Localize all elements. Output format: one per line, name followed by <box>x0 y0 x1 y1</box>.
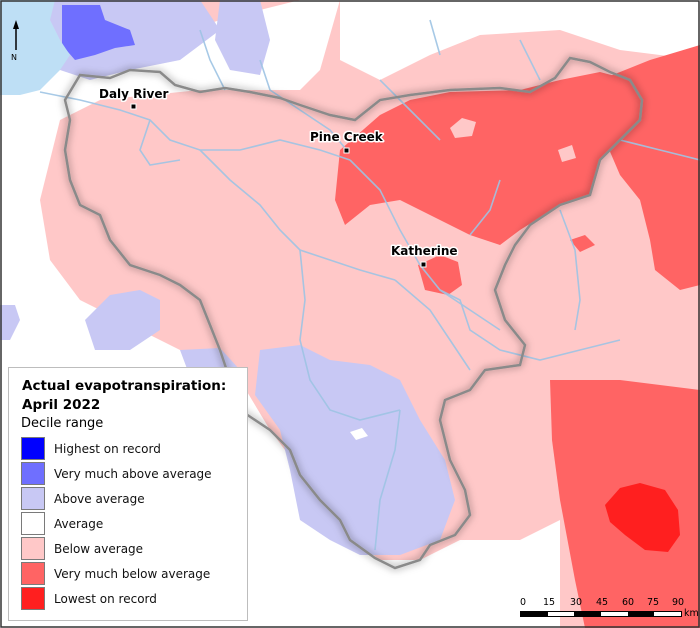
legend-title-line1: Actual evapotranspiration: <box>22 378 227 394</box>
scale-tick: 60 <box>621 597 635 608</box>
town-marker-daly-river <box>130 103 137 110</box>
above-average-edge <box>0 305 20 340</box>
town-daly-river[interactable]: Daly River <box>98 86 170 110</box>
legend-label: Above average <box>54 491 145 506</box>
scale-tick: 90 <box>671 597 685 608</box>
legend-item-below: Below average <box>21 536 237 561</box>
river-network <box>39 19 700 551</box>
legend-items: Highest on record Very much above averag… <box>21 436 237 611</box>
north-arrow-icon: N <box>11 20 19 62</box>
legend-label: Very much above average <box>54 466 212 481</box>
scale-tick: 30 <box>569 597 583 608</box>
legend-label: Lowest on record <box>54 591 157 606</box>
legend-swatch <box>21 512 45 535</box>
legend-subtitle: Decile range <box>21 416 104 431</box>
legend-item-average: Average <box>21 511 237 536</box>
above-average-south <box>255 345 455 555</box>
legend-title-line2: April 2022 <box>22 397 101 413</box>
scale-bar-segments <box>520 611 682 617</box>
town-marker-pine-creek <box>343 147 350 154</box>
town-marker-katherine <box>420 261 427 268</box>
town-pine-creek[interactable]: Pine Creek <box>309 129 385 154</box>
legend-swatch <box>21 437 45 460</box>
above-average-west <box>85 290 160 350</box>
map-legend: Actual evapotranspiration: April 2022 De… <box>8 367 248 621</box>
sea-water <box>0 0 70 95</box>
scale-tick: 75 <box>646 597 660 608</box>
town-label-pine-creek: Pine Creek <box>310 130 384 144</box>
scale-tick: 15 <box>542 597 556 608</box>
legend-label: Very much below average <box>54 566 211 581</box>
legend-swatch <box>21 587 45 610</box>
scale-tick: 0 <box>519 597 527 608</box>
legend-item-highest: Highest on record <box>21 436 237 461</box>
legend-swatch <box>21 462 45 485</box>
town-katherine[interactable]: Katherine <box>390 243 459 268</box>
above-average-north-east <box>215 0 270 75</box>
north-arrow-label: N <box>11 53 17 62</box>
very-much-below-average-north <box>335 72 640 245</box>
legend-label: Average <box>54 516 104 531</box>
town-label-daly-river: Daly River <box>99 87 168 101</box>
patch-2 <box>558 145 576 162</box>
patch-3 <box>350 428 368 440</box>
very-much-below-average-small <box>570 235 595 252</box>
legend-swatch <box>21 487 45 510</box>
very-much-below-average-east <box>600 45 700 290</box>
scale-bar: 0 15 30 45 60 75 90 km <box>520 597 700 625</box>
legend-item-above: Above average <box>21 486 237 511</box>
lowest-on-record <box>605 483 680 552</box>
legend-item-lowest: Lowest on record <box>21 586 237 611</box>
scale-unit: km <box>684 608 699 619</box>
legend-swatch <box>21 562 45 585</box>
catchment-boundary <box>63 56 644 570</box>
legend-item-very-much-above: Very much above average <box>21 461 237 486</box>
scale-tick: 45 <box>595 597 609 608</box>
very-much-below-average-katherine <box>418 255 462 295</box>
legend-swatch <box>21 537 45 560</box>
scale-ticks: 0 15 30 45 60 75 90 <box>520 597 700 609</box>
very-much-above-average <box>62 5 135 60</box>
legend-label: Below average <box>54 541 144 556</box>
patch-1 <box>450 118 476 138</box>
legend-label: Highest on record <box>54 441 161 456</box>
legend-item-very-much-below: Very much below average <box>21 561 237 586</box>
town-label-katherine: Katherine <box>391 244 458 258</box>
